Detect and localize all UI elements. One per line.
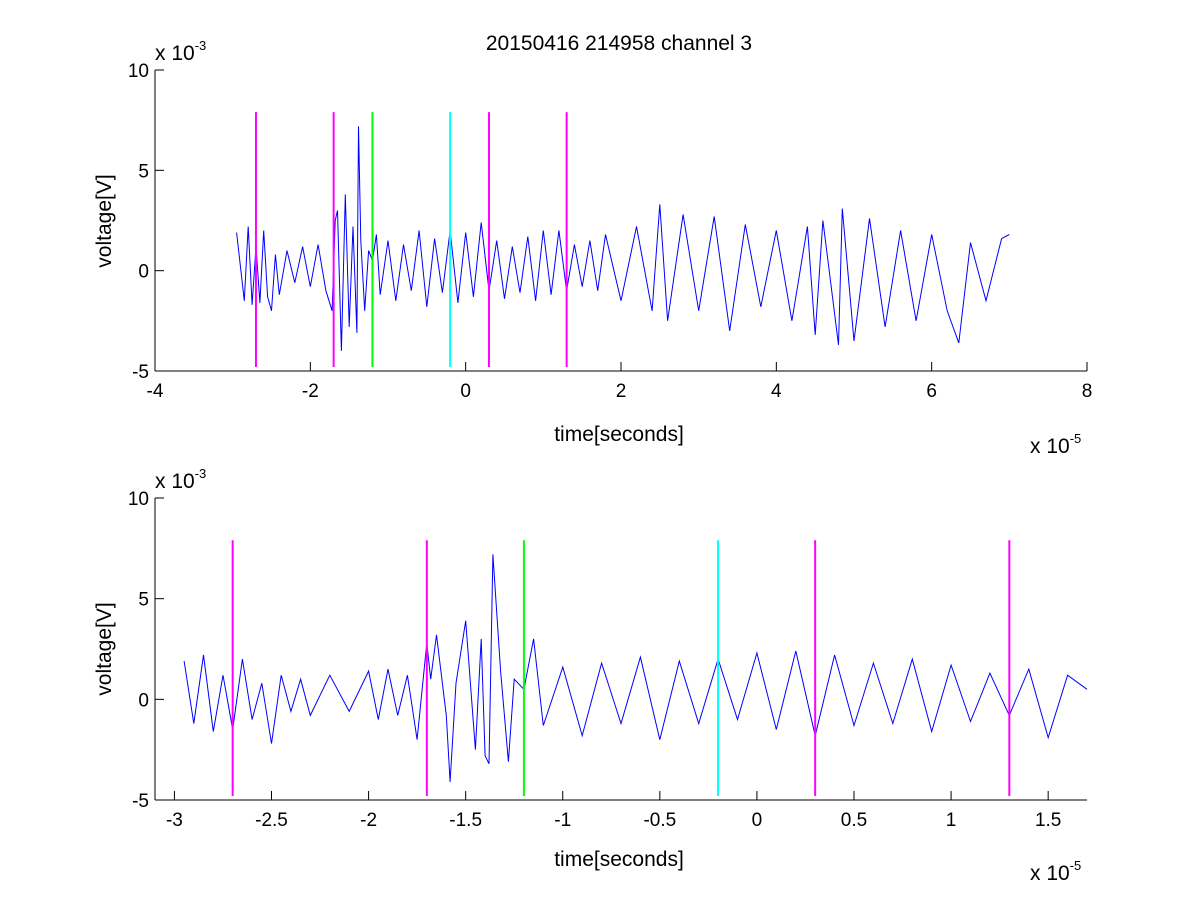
bottom-x-tick-label-8: 1 [946, 810, 957, 831]
top-plot-ticks: -4 -2 0 2 4 6 8 -5 0 5 10 [128, 61, 1092, 402]
top-y-tick-label-2: 5 [138, 161, 149, 182]
chart-title: 20150416 214958 channel 3 [486, 32, 752, 55]
top-x-axis-label: time[seconds] [554, 423, 684, 446]
top-y-tick-label-0: -5 [132, 362, 149, 383]
top-y-multiplier: x 10-3 [155, 38, 206, 65]
bottom-x-tick-label-6: 0 [752, 810, 763, 831]
bottom-x-tick-label-9: 1.5 [1035, 810, 1061, 831]
bottom-x-tick-label-5: -0.5 [643, 810, 676, 831]
top-y-multiplier-exponent: -3 [195, 38, 207, 53]
bottom-x-multiplier-exponent: -5 [1070, 858, 1082, 873]
bottom-plot-area [155, 498, 1087, 800]
top-x-tick-label-1: -2 [302, 381, 319, 402]
bottom-plot-marks [183, 540, 1088, 796]
top-y-axis-label: voltage[V] [93, 174, 116, 267]
top-x-tick-label-3: 2 [616, 381, 627, 402]
top-x-multiplier: x 10-5 [1030, 431, 1081, 458]
bottom-x-tick-label-1: -2.5 [255, 810, 288, 831]
bottom-y-multiplier: x 10-3 [155, 466, 206, 493]
bottom-x-tick-label-2: -2 [360, 810, 377, 831]
top-plot-area [155, 70, 1087, 371]
top-x-multiplier-base: x 10 [1030, 435, 1070, 458]
bottom-plot-axes [154, 498, 1087, 801]
bottom-x-tick-label-7: 0.5 [841, 810, 867, 831]
top-plot: -4 -2 0 2 4 6 8 -5 0 5 10 time[seconds] voltage[V]… [93, 38, 1092, 458]
bottom-y-tick-label-3: 10 [128, 489, 149, 510]
bottom-x-tick-label-0: -3 [166, 810, 183, 831]
top-x-tick-label-2: 0 [460, 381, 471, 402]
bottom-x-multiplier-base: x 10 [1030, 862, 1070, 885]
bottom-x-tick-label-4: -1 [554, 810, 571, 831]
bottom-y-multiplier-base: x 10 [155, 470, 195, 493]
bottom-y-axis-label: voltage[V] [93, 602, 116, 695]
bottom-plot: -3 -2.5 -2 -1.5 -1 -0.5 0 0.5 1 1.5 -5 0 5 10 time[se… [93, 466, 1088, 885]
top-x-tick-label-5: 6 [926, 381, 937, 402]
top-y-tick-label-3: 10 [128, 61, 149, 82]
bottom-y-tick-label-2: 5 [138, 590, 149, 611]
bottom-x-axis-label: time[seconds] [554, 848, 684, 871]
top-x-tick-label-6: 8 [1082, 381, 1093, 402]
bottom-x-multiplier: x 10-5 [1030, 858, 1081, 885]
bottom-y-tick-label-0: -5 [132, 791, 149, 812]
top-x-tick-label-0: -4 [147, 381, 164, 402]
bottom-y-multiplier-exponent: -3 [195, 466, 207, 481]
top-plot-marks [236, 112, 1010, 367]
top-x-tick-label-4: 4 [771, 381, 782, 402]
top-x-multiplier-exponent: -5 [1070, 431, 1082, 446]
bottom-signal-line-0 [183, 554, 1088, 782]
top-y-multiplier-base: x 10 [155, 42, 195, 65]
bottom-plot-ticks: -3 -2.5 -2 -1.5 -1 -0.5 0 0.5 1 1.5 -5 0 5 10 [128, 489, 1062, 831]
bottom-x-tick-label-3: -1.5 [449, 810, 482, 831]
bottom-y-tick-label-1: 0 [138, 690, 149, 711]
top-y-tick-label-1: 0 [138, 262, 149, 283]
